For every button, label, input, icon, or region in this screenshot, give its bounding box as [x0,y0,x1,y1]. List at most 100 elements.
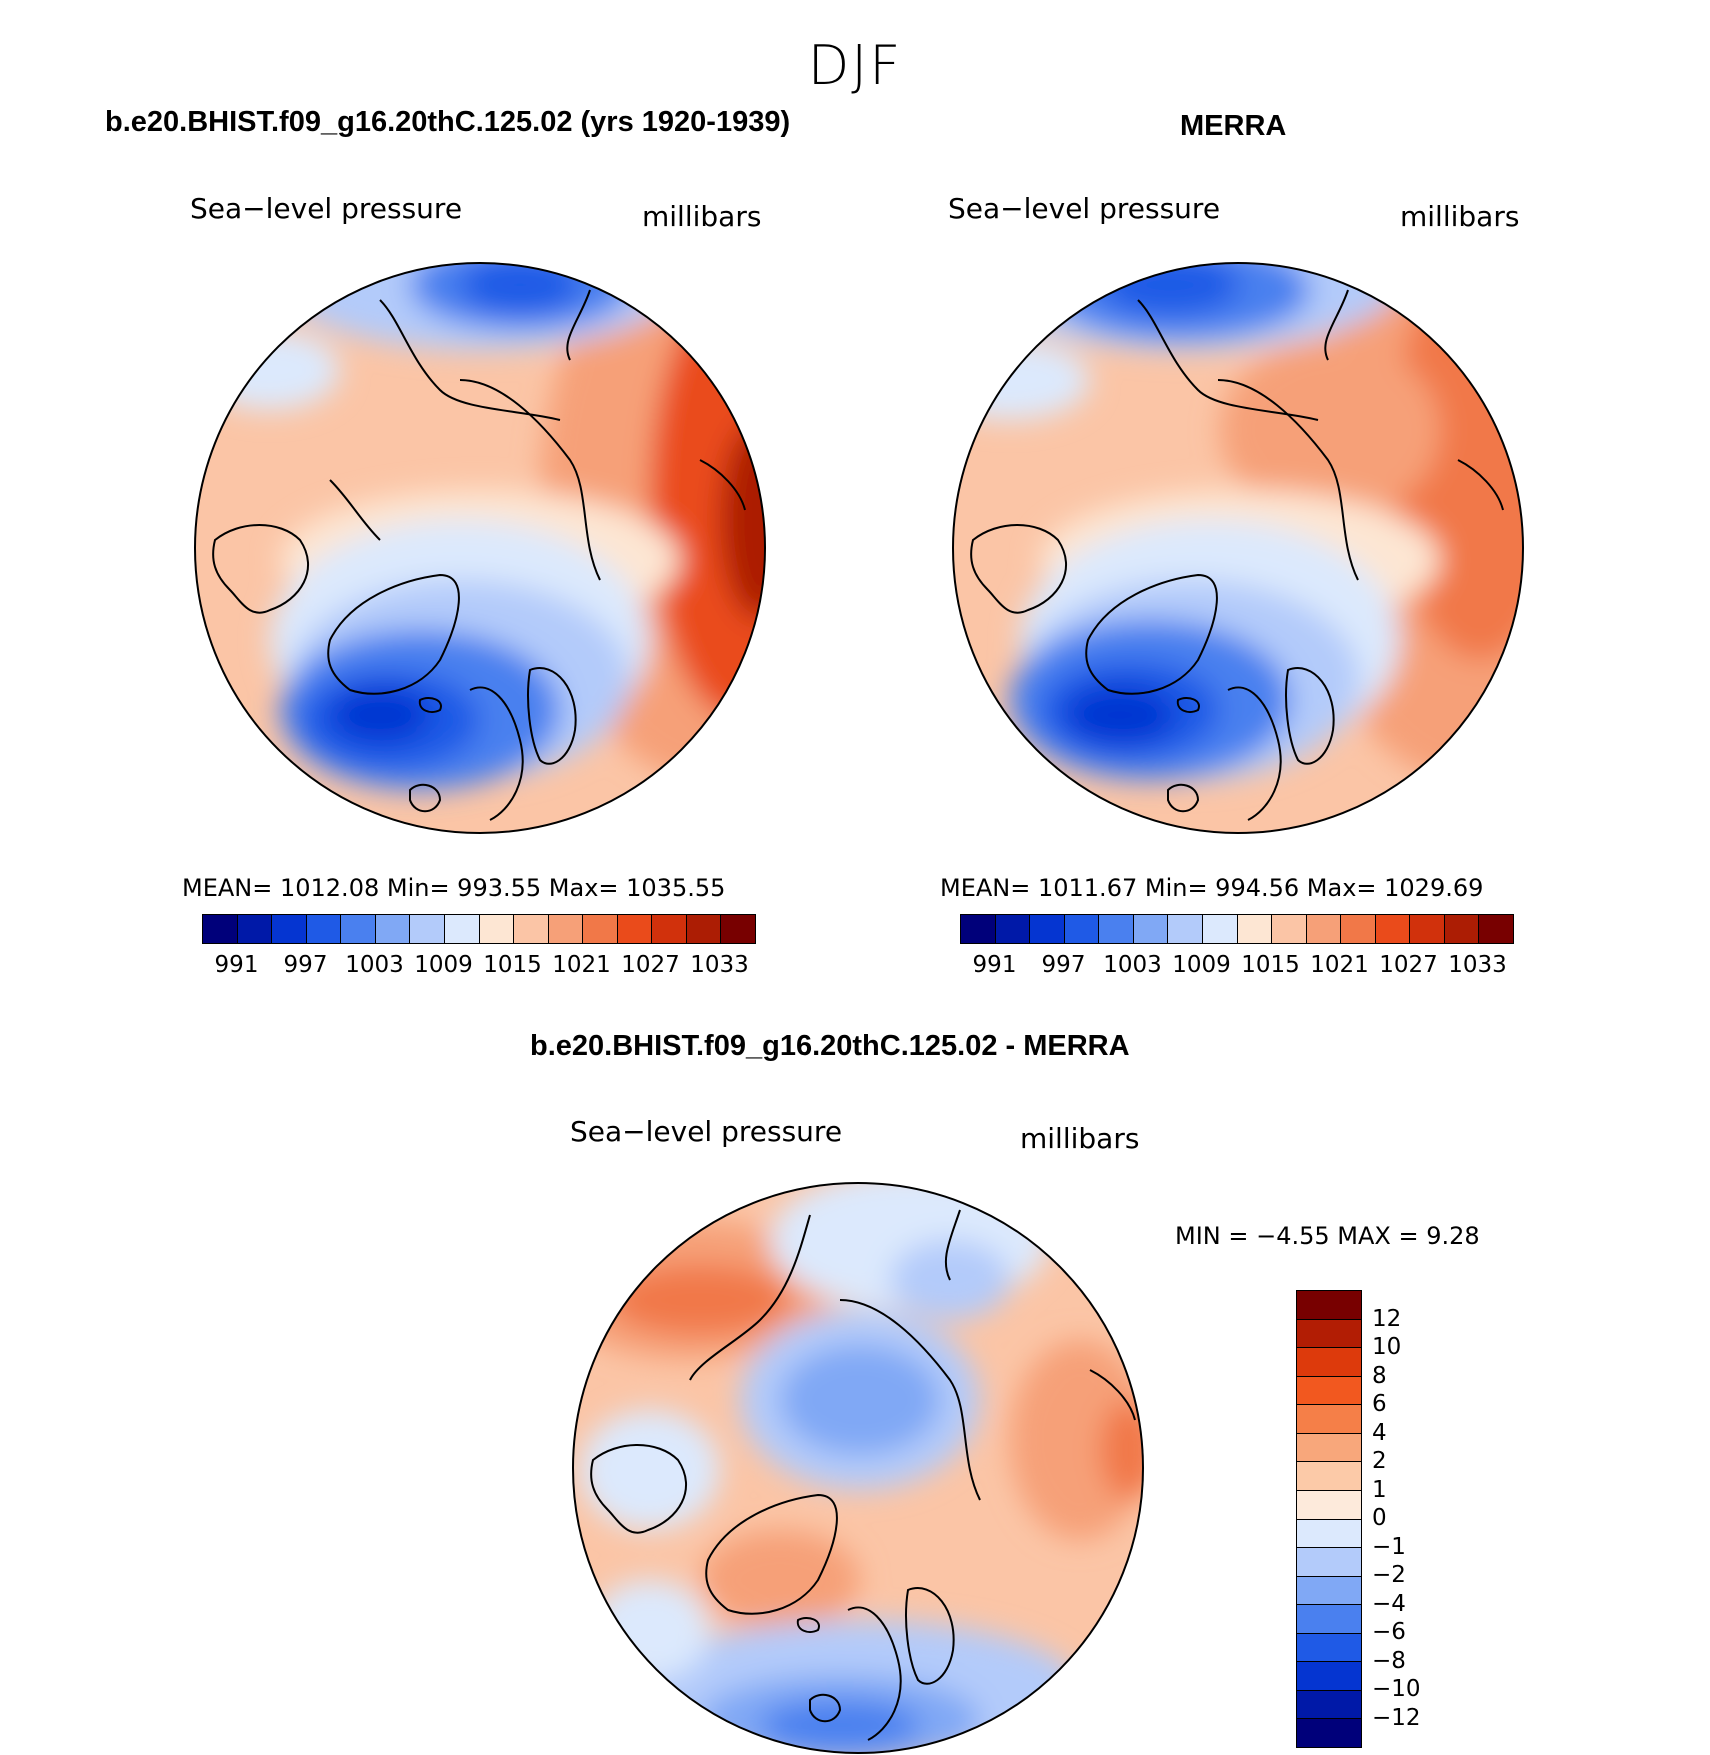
model-variable-label: Sea−level pressure [190,192,463,225]
colorbar-swatch [1444,915,1480,943]
colorbar-swatch [410,915,445,943]
colorbar-swatch [1272,915,1307,943]
colorbar-swatch [237,915,273,943]
colorbar-swatch [444,915,480,943]
colorbar-tick-label: 1003 [345,952,404,978]
diff-colorbar-tick-label: −1 [1372,1533,1406,1560]
colorbar-swatch [203,915,238,943]
colorbar-tick-label: 1033 [1448,952,1507,978]
diff-colorbar [1296,1290,1362,1748]
colorbar-swatch [1064,915,1100,943]
colorbar-swatch [1375,915,1411,943]
diff-colorbar-tick-label: −6 [1372,1619,1406,1645]
colorbar-swatch [1099,915,1134,943]
colorbar-swatch [1297,1605,1361,1634]
colorbar-tick-label: 1021 [1310,952,1369,978]
diff-colorbar-tick-label: −2 [1372,1562,1406,1588]
colorbar-swatch [1297,1376,1361,1406]
model-stats: MEAN= 1012.08 Min= 993.55 Max= 1035.55 [182,874,726,902]
colorbar-swatch [1297,1548,1361,1577]
colorbar-tick-label: 991 [972,952,1017,978]
colorbar-swatch [995,915,1031,943]
diff-colorbar-tick-label: 4 [1372,1419,1387,1446]
diff-colorbar-tick-label: 8 [1372,1362,1387,1389]
model-units-label: millibars [642,200,762,233]
colorbar-tick-label: 997 [1041,952,1086,978]
colorbar-swatch [583,915,618,943]
colorbar-tick-label: 1021 [552,952,611,978]
colorbar-swatch [1297,1433,1361,1463]
obs-variable-label: Sea−level pressure [948,192,1221,225]
colorbar-tick-label: 1033 [690,952,749,978]
diff-map-border [572,1182,1144,1754]
diff-variable-label: Sea−level pressure [570,1115,843,1148]
colorbar-swatch [1297,1662,1361,1691]
colorbar-tick-label: 1015 [1241,952,1300,978]
colorbar-swatch [1168,915,1203,943]
diff-colorbar-ticks: 12 10 8 6 4 2 1 0 −1 −2 −4 −6 −8 −10 −12 [1372,1290,1472,1746]
diff-colorbar-tick-label: 0 [1372,1505,1387,1531]
obs-colorbar-ticks: 991 997 1003 1009 1015 1021 1027 1033 [960,952,1512,982]
colorbar-swatch [1237,915,1273,943]
diff-units-label: millibars [1020,1122,1140,1155]
colorbar-swatch [1297,1490,1361,1520]
obs-stats: MEAN= 1011.67 Min= 994.56 Max= 1029.69 [940,874,1484,902]
colorbar-tick-label: 1015 [483,952,542,978]
colorbar-swatch [1297,1462,1361,1491]
diff-colorbar-tick-label: −8 [1372,1647,1406,1674]
model-panel-title: b.e20.BHIST.f09_g16.20thC.125.02 (yrs 19… [105,106,791,138]
colorbar-tick-label: 1027 [1379,952,1438,978]
colorbar-swatch [1297,1719,1361,1747]
diff-colorbar-tick-label: 2 [1372,1448,1387,1474]
colorbar-swatch [306,915,342,943]
colorbar-swatch [721,915,755,943]
colorbar-swatch [548,915,584,943]
colorbar-swatch [375,915,411,943]
diff-map [573,1183,1143,1753]
colorbar-swatch [652,915,687,943]
colorbar-swatch [479,915,515,943]
model-map [195,263,765,833]
colorbar-swatch [272,915,307,943]
obs-map [953,263,1523,833]
diff-panel-title: b.e20.BHIST.f09_g16.20thC.125.02 - MERRA [530,1030,1130,1062]
diff-colorbar-tick-label: 6 [1372,1391,1387,1417]
obs-colorbar [960,914,1514,944]
model-map-border [194,262,766,834]
colorbar-swatch [1030,915,1065,943]
colorbar-swatch [1341,915,1376,943]
obs-map-border [952,262,1524,834]
diff-colorbar-tick-label: −10 [1372,1676,1421,1702]
colorbar-tick-label: 1003 [1103,952,1162,978]
colorbar-swatch [1202,915,1238,943]
colorbar-swatch [514,915,549,943]
diff-colorbar-tick-label: −12 [1372,1704,1421,1731]
colorbar-swatch [1297,1633,1361,1663]
colorbar-swatch [1297,1319,1361,1349]
colorbar-swatch [617,915,653,943]
diff-colorbar-tick-label: 10 [1372,1334,1402,1360]
colorbar-swatch [341,915,376,943]
colorbar-swatch [1297,1690,1361,1720]
diff-colorbar-tick-label: −4 [1372,1590,1406,1617]
diff-colorbar-tick-label: 1 [1372,1476,1387,1503]
model-colorbar [202,914,756,944]
colorbar-tick-label: 1027 [621,952,680,978]
colorbar-tick-label: 1009 [1172,952,1231,978]
colorbar-swatch [1479,915,1513,943]
figure-title: DJF [807,34,903,97]
colorbar-swatch [1297,1519,1361,1549]
colorbar-swatch [1306,915,1342,943]
colorbar-swatch [1297,1348,1361,1377]
colorbar-tick-label: 997 [283,952,328,978]
colorbar-tick-label: 1009 [414,952,473,978]
colorbar-swatch [1133,915,1169,943]
colorbar-swatch [1297,1291,1361,1320]
diff-colorbar-tick-label: 12 [1372,1305,1402,1332]
obs-panel-title: MERRA [1180,110,1287,142]
colorbar-swatch [686,915,722,943]
obs-units-label: millibars [1400,200,1520,233]
colorbar-swatch [1297,1576,1361,1606]
model-colorbar-ticks: 991 997 1003 1009 1015 1021 1027 1033 [202,952,754,982]
